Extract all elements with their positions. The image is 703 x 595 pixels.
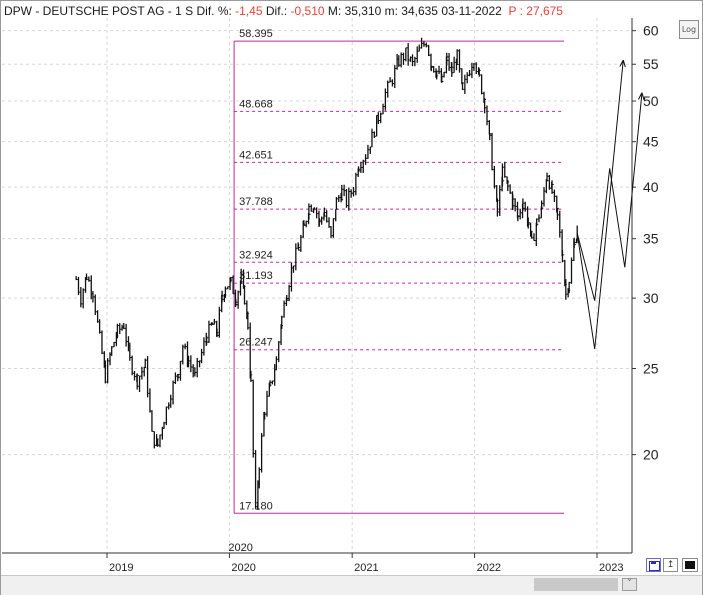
- y-tick-label: 30: [643, 290, 659, 306]
- header-min-label: m:: [381, 4, 402, 18]
- header-dif-label: Dif.:: [262, 4, 291, 18]
- header-price: 27,675: [526, 4, 563, 18]
- y-tick-label: 60: [643, 23, 659, 39]
- x-tick-label: 2020: [231, 562, 255, 574]
- y-tick-label: 45: [643, 134, 659, 150]
- retracement-level-label: 32.924: [239, 249, 273, 261]
- chart-header: DPW - DEUTSCHE POST AG - 1 S Dif. %: -1,…: [4, 4, 563, 20]
- header-price-label: P :: [505, 4, 527, 18]
- horizontal-scrollbar[interactable]: [534, 578, 618, 591]
- pin-icon[interactable]: ↥: [663, 558, 678, 572]
- y-tick-label: 25: [643, 361, 659, 377]
- price-series: [75, 37, 579, 510]
- projection-path: [576, 61, 623, 350]
- header-date: 03-11-2022: [437, 4, 506, 18]
- retracement-level-label: 26.247: [239, 337, 273, 349]
- save-icon[interactable]: [646, 558, 661, 572]
- status-bar: [1, 575, 702, 595]
- y-tick-label: 55: [643, 56, 659, 72]
- retracement-level-label: 31.193: [239, 270, 273, 282]
- retracement-level-label: 48.668: [239, 98, 273, 110]
- projection-path: [576, 93, 642, 301]
- retracement-level-label: 37.788: [239, 196, 273, 208]
- header-dif-pct-label: Dif. %:: [193, 4, 236, 18]
- y-tick-label: 20: [643, 447, 659, 463]
- header-max: 35,310: [344, 4, 382, 18]
- retracement-level-label: 42.651: [239, 149, 273, 161]
- log-scale-toggle[interactable]: Log: [679, 20, 699, 39]
- y-tick-label: 35: [643, 231, 659, 247]
- x-tick-label: 2021: [354, 562, 378, 574]
- header-ticker: DPW - DEUTSCHE POST AG -: [4, 4, 176, 18]
- header-dif-pct: -1,45: [235, 4, 263, 18]
- y-tick-label: 40: [643, 179, 659, 195]
- x-tick-label: 2019: [109, 562, 133, 574]
- scroll-down-button[interactable]: ˅: [622, 578, 637, 591]
- retracement-level-label: 58.395: [239, 28, 273, 40]
- color-square-icon[interactable]: [682, 558, 698, 572]
- header-dif: -0,510: [290, 4, 325, 18]
- header-max-label: M:: [324, 4, 345, 18]
- header-period: 1 S: [175, 4, 194, 18]
- x-tick-label: 2023: [599, 562, 623, 574]
- x-extra-label: 2020: [228, 542, 252, 554]
- header-min: 34,635: [401, 4, 438, 18]
- y-tick-label: 50: [643, 93, 659, 109]
- x-tick-label: 2022: [477, 562, 501, 574]
